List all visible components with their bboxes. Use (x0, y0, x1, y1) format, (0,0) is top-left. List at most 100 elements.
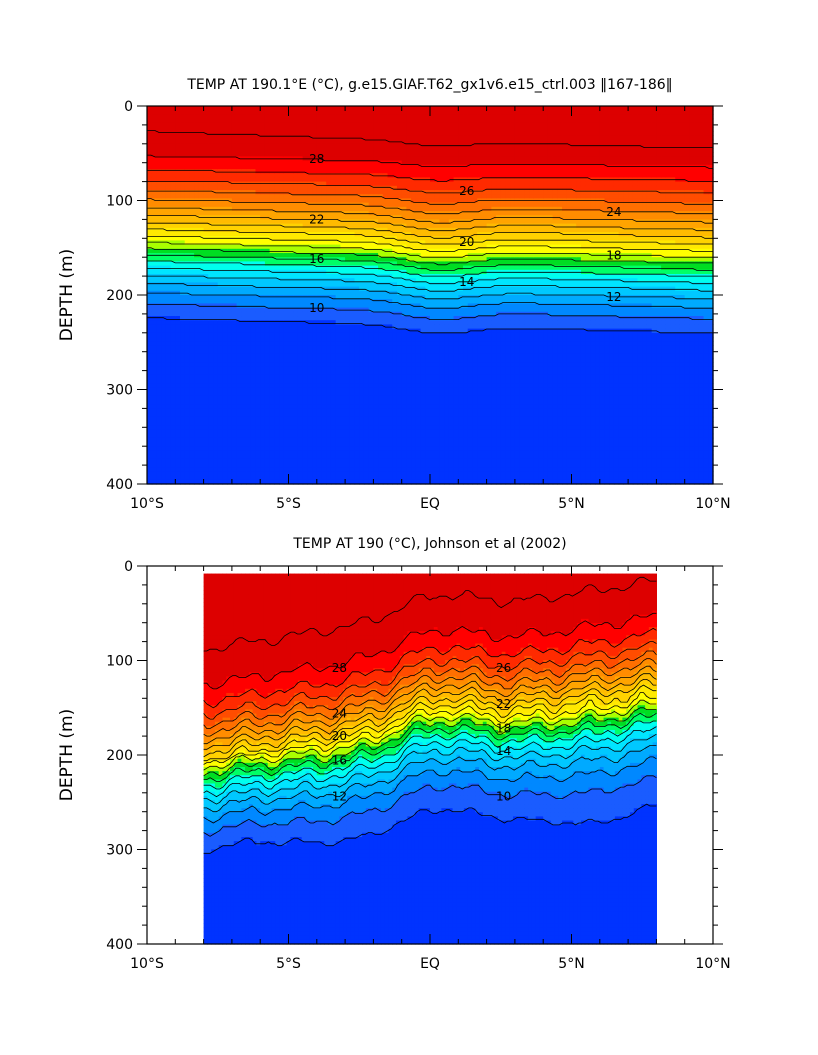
field-cell (330, 471, 337, 477)
field-cell (269, 337, 275, 342)
field-cell (401, 421, 408, 426)
field-cell (387, 232, 393, 237)
field-cell (213, 379, 219, 384)
field-cell (241, 442, 247, 447)
field-cell (151, 374, 158, 380)
field-cell (321, 169, 327, 174)
field-cell (184, 299, 191, 304)
field-cell (330, 337, 337, 342)
field-cell (396, 286, 403, 292)
field-cell (312, 454, 318, 460)
field-cell (283, 257, 290, 262)
field-cell (297, 110, 304, 115)
field-cell (396, 324, 403, 330)
field-cell (368, 278, 374, 283)
field-cell (340, 374, 346, 380)
field-cell (330, 353, 337, 359)
field-cell (406, 290, 412, 296)
field-cell (269, 215, 275, 220)
field-cell (151, 219, 158, 225)
field-cell (260, 211, 266, 216)
field-cell (302, 122, 308, 128)
field-cell (175, 433, 181, 439)
field-cell (378, 156, 384, 162)
field-cell (231, 190, 238, 195)
field-cell (279, 387, 285, 393)
field-cell (382, 232, 389, 237)
field-cell (387, 374, 393, 380)
field-cell (340, 387, 346, 393)
field-cell (279, 400, 285, 405)
field-cell (340, 303, 346, 309)
field-cell (250, 169, 257, 174)
field-cell (283, 244, 290, 250)
field-cell (387, 337, 393, 342)
field-cell (175, 223, 181, 229)
field-cell (231, 341, 238, 346)
field-cell (363, 269, 370, 275)
field-cell (396, 122, 403, 128)
field-cell (156, 118, 162, 124)
field-cell (236, 320, 242, 325)
field-cell (198, 110, 205, 115)
field-cell (170, 412, 176, 418)
field-cell (335, 299, 341, 304)
field-cell (378, 135, 384, 141)
field-cell (151, 194, 158, 199)
field-cell (345, 467, 351, 472)
field-cell (208, 412, 214, 418)
field-cell (363, 173, 370, 178)
field-cell (217, 416, 224, 422)
field-cell (354, 416, 360, 422)
field-cell (189, 110, 195, 115)
field-cell (274, 299, 280, 304)
field-cell (382, 269, 389, 275)
field-cell (283, 114, 290, 120)
field-cell (288, 257, 294, 262)
field-cell (368, 185, 374, 191)
field-cell (373, 429, 379, 435)
field-cell (236, 379, 242, 384)
field-cell (326, 425, 332, 430)
field-cell (312, 383, 318, 388)
field-cell (387, 362, 393, 367)
field-cell (147, 303, 153, 309)
field-cell (302, 362, 308, 367)
field-cell (203, 190, 209, 195)
field-cell (307, 408, 313, 414)
field-cell (401, 433, 408, 439)
field-cell (307, 307, 313, 313)
field-cell (217, 244, 224, 250)
field-cell (345, 425, 351, 430)
field-cell (227, 299, 233, 304)
field-cell (359, 269, 365, 275)
field-cell (246, 206, 252, 212)
field-cell (392, 194, 398, 199)
field-cell (151, 366, 158, 372)
field-cell (170, 404, 176, 409)
field-cell (378, 391, 384, 397)
field-cell (359, 311, 365, 317)
field-cell (359, 118, 365, 124)
field-cell (264, 362, 271, 367)
field-cell (151, 450, 158, 456)
field-cell (161, 366, 167, 372)
field-cell (330, 177, 337, 183)
field-cell (151, 446, 158, 451)
field-cell (198, 454, 205, 460)
field-cell (170, 211, 176, 216)
field-cell (326, 320, 332, 325)
field-cell (260, 383, 266, 388)
field-cell (406, 248, 412, 254)
field-cell (227, 475, 233, 481)
field-cell (147, 349, 153, 355)
field-cell (260, 169, 266, 174)
field-cell (312, 358, 318, 363)
field-cell (227, 471, 233, 477)
field-cell (264, 127, 271, 132)
field-cell (326, 219, 332, 225)
field-cell (180, 169, 186, 174)
field-cell (307, 425, 313, 430)
field-cell (302, 219, 308, 225)
field-cell (378, 219, 384, 225)
